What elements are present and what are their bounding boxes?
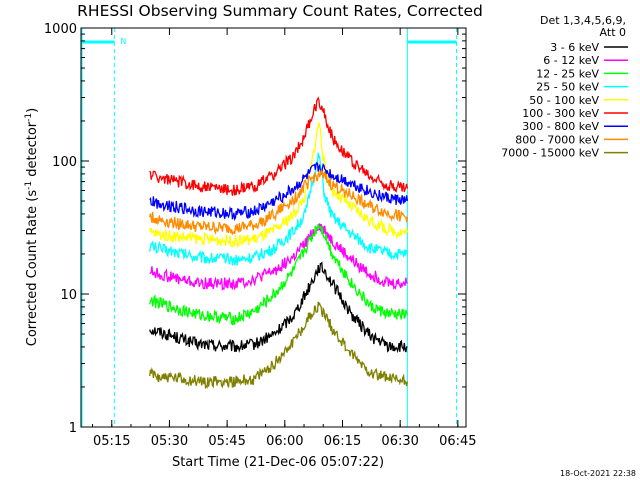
series-line-50-100-kev xyxy=(149,122,409,249)
x-tick-label-5: 06:30 xyxy=(381,434,418,449)
x-tick-label-6: 06:45 xyxy=(439,434,476,449)
y-tick-label-3: 1000 xyxy=(44,22,77,37)
series-line-12-25-kev xyxy=(149,223,408,326)
legend-label-12-25-kev: 12 - 25 keV xyxy=(536,67,599,80)
legend-label-300-800-kev: 300 - 800 keV xyxy=(522,120,599,133)
legend-header-1: Att 0 xyxy=(600,26,626,39)
x-axis-label: Start Time (21-Dec-06 05:07:22) xyxy=(172,455,384,470)
night-marker-label: N xyxy=(120,37,126,46)
plot-frame xyxy=(80,27,467,428)
series-line-3-6-kev xyxy=(149,261,408,354)
legend-label-3-6-kev: 3 - 6 keV xyxy=(550,41,599,54)
x-tick-label-1: 05:30 xyxy=(151,434,188,449)
y-tick-label-1: 10 xyxy=(60,288,77,303)
legend-header-0: Det 1,3,4,5,6,9, xyxy=(540,14,626,27)
x-tick-label-4: 06:15 xyxy=(324,434,361,449)
x-tick-label-0: 05:15 xyxy=(93,434,130,449)
plot-area: N 05:15 05:30 05:45 06:00 06:15 06:30 06:45 1 10 1… xyxy=(44,22,477,449)
legend-label-50-100-kev: 50 - 100 keV xyxy=(529,94,599,107)
chart-title: RHESSI Observing Summary Count Rates, Co… xyxy=(77,2,483,20)
y-axis-label: Corrected Count Rate (s-1 detector-1) xyxy=(24,108,40,346)
series-line-25-50-kev xyxy=(149,152,409,266)
legend-label-800-7000-kev: 800 - 7000 keV xyxy=(515,133,599,146)
y-tick-label-0: 1 xyxy=(69,421,77,436)
legend-label-6-12-kev: 6 - 12 keV xyxy=(543,54,599,67)
series-line-300-800-kev xyxy=(149,162,409,222)
series-line-6-12-kev xyxy=(149,223,408,291)
legend-label-7000-15000-kev: 7000 - 15000 keV xyxy=(501,147,599,160)
x-tick-label-2: 05:45 xyxy=(208,434,245,449)
series-line-100-300-kev xyxy=(149,96,409,196)
generation-timestamp: 18-Oct-2021 22:38 xyxy=(560,469,636,478)
legend-label-100-300-kev: 100 - 300 keV xyxy=(522,107,599,120)
series-line-7000-15000-kev xyxy=(149,301,409,390)
y-tick-label-2: 100 xyxy=(52,155,77,170)
legend-label-25-50-kev: 25 - 50 keV xyxy=(536,81,599,94)
series-line-800-7000-kev xyxy=(149,170,409,236)
x-tick-label-3: 06:00 xyxy=(266,434,303,449)
